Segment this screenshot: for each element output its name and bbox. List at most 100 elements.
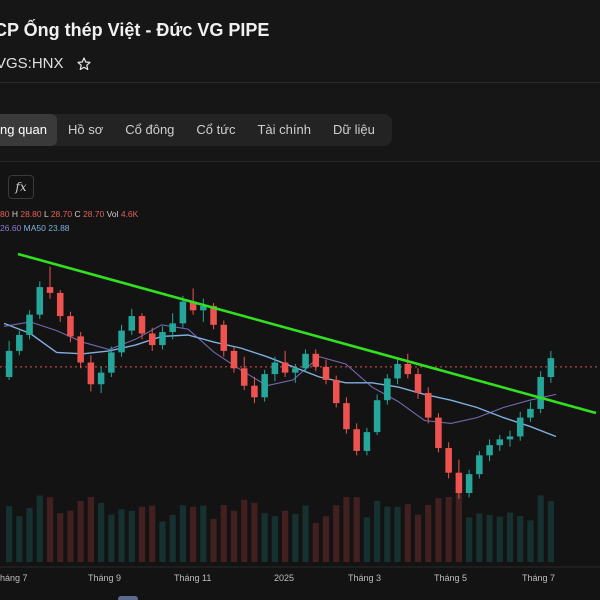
candle-body (496, 439, 504, 446)
tab-financials[interactable]: Tài chính (257, 122, 311, 137)
volume-bar (547, 501, 554, 562)
candle-body (36, 287, 44, 315)
volume-bar (322, 516, 330, 562)
candle-body (77, 336, 84, 363)
indicator-button[interactable]: fx (8, 175, 34, 199)
candle-body (292, 368, 299, 373)
legend-close-value: 28.70 (82, 209, 105, 219)
ma-legend: 26.60 MA50 23.88 (0, 223, 70, 233)
legend-high-key: H (11, 209, 18, 219)
volume-bar (445, 497, 452, 562)
volume-bar (506, 512, 514, 562)
legend-low-value: 28.70 (50, 209, 73, 219)
volume-bar (527, 520, 534, 562)
volume-bar (57, 513, 64, 562)
candle-body (16, 334, 23, 351)
tabs-divider (0, 161, 600, 162)
ma50-line (3, 322, 557, 438)
candle-body (465, 474, 473, 493)
volume-bar (200, 505, 207, 562)
legend-ma50-key: MA50 (23, 223, 46, 233)
candle-body (516, 417, 524, 437)
volume-bar (6, 506, 13, 562)
candle-body (200, 305, 207, 311)
x-tick-label: Tháng 7 (522, 573, 555, 583)
scroll-indicator[interactable] (118, 596, 138, 600)
volume-bar (455, 490, 462, 562)
volume-bar (77, 501, 84, 562)
candle-body (547, 358, 555, 377)
volume-bar (282, 510, 289, 562)
candle-body (67, 316, 74, 337)
volume-bar (414, 514, 422, 562)
candle-body (394, 363, 401, 379)
tab-shareholders[interactable]: Cổ đông (125, 122, 175, 137)
volume-bar (537, 495, 544, 562)
chart-area[interactable]: háng 7 Tháng 9 Tháng 11 2025 Tháng 3 Tháng 5 T… (0, 162, 600, 600)
candle-body (46, 287, 54, 293)
volume-bar (108, 514, 115, 562)
volume-bar (271, 516, 278, 562)
x-tick-label: Tháng 11 (174, 573, 211, 583)
candle-body (128, 316, 136, 331)
tab-profile[interactable]: Hồ sơ (68, 122, 104, 137)
volume-bar (425, 505, 432, 562)
x-tick-label: Tháng 5 (434, 573, 467, 583)
candle-body (210, 305, 217, 325)
candle-body (169, 323, 176, 333)
legend-ma50-value: 23.88 (48, 223, 70, 233)
volume-bar (190, 506, 197, 562)
volume-bar (128, 510, 135, 562)
volume-bar (118, 509, 125, 562)
candle-body (373, 400, 381, 433)
legend-ma-value: 26.60 (0, 223, 22, 233)
candle-body (281, 362, 289, 373)
volume-bar (292, 513, 299, 562)
candle-body (486, 445, 493, 456)
ticker-symbol: VGS:HNX (0, 55, 64, 72)
tab-bar: ng quan Hồ sơ Cổ đông Cổ tức Tài chính D… (0, 114, 392, 146)
candle-body (220, 324, 228, 351)
volume-bar (435, 498, 442, 562)
candle-body (353, 429, 360, 451)
candle-body (363, 432, 371, 451)
legend-vol-value: 4.6K (120, 209, 139, 219)
volume-bar (486, 515, 493, 562)
volume-bar (149, 505, 156, 562)
tab-data[interactable]: Dữ liệu (332, 122, 375, 137)
legend-close-key: C (74, 209, 81, 219)
volume-bar (241, 499, 248, 562)
candle-body (261, 374, 268, 398)
volume-bar (169, 514, 176, 562)
candle-body (5, 350, 13, 377)
star-icon[interactable] (76, 56, 92, 72)
x-tick-label: Tháng 3 (348, 573, 381, 583)
volume-bar (363, 517, 370, 562)
candle-body (343, 403, 350, 430)
ticker-row: VGS:HNX (0, 55, 92, 72)
candle-body (26, 314, 33, 335)
volume-bar (87, 497, 94, 562)
candle-body (189, 301, 197, 311)
volume-bar (466, 517, 473, 562)
legend-low-key: L (44, 209, 49, 219)
legend-vol-key: Vol (106, 209, 119, 219)
candle-body (384, 378, 391, 401)
volume-bar (67, 510, 74, 562)
volume-bar (230, 510, 238, 562)
volume-bar (26, 508, 33, 562)
candle-body (302, 353, 309, 369)
candle-body (404, 363, 412, 375)
volume-bar (210, 518, 217, 562)
price-chart[interactable]: háng 7 Tháng 9 Tháng 11 2025 Tháng 3 Tháng 5 T… (0, 162, 600, 600)
ma-short-line (3, 321, 557, 424)
candle-body (414, 374, 422, 393)
tab-overview[interactable]: ng quan (0, 114, 57, 146)
volume-bar (302, 505, 309, 562)
candle-body (138, 316, 146, 334)
volume-bar (36, 495, 43, 562)
tab-dividends[interactable]: Cổ tức (196, 122, 236, 137)
candle-body (251, 385, 258, 398)
volume-bar (404, 504, 411, 562)
volume-bar (353, 497, 360, 562)
